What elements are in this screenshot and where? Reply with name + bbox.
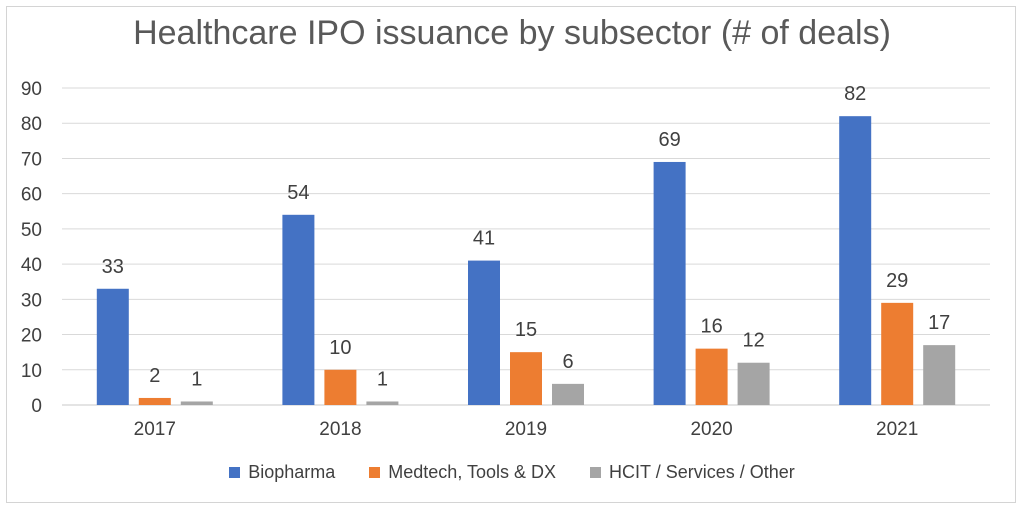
legend-swatch xyxy=(590,467,602,478)
x-tick-label: 2021 xyxy=(876,419,918,440)
data-label: 1 xyxy=(191,368,202,390)
data-label: 10 xyxy=(329,337,351,359)
data-label: 15 xyxy=(515,319,537,341)
data-label: 1 xyxy=(377,368,388,390)
y-tick-label: 90 xyxy=(21,79,42,100)
bar xyxy=(552,383,584,405)
bar xyxy=(282,214,315,405)
y-tick-label: 60 xyxy=(21,185,42,206)
data-label: 69 xyxy=(658,129,680,151)
x-tick-label: 2019 xyxy=(505,419,547,440)
x-tick-label: 2018 xyxy=(319,419,361,440)
legend-label: Biopharma xyxy=(248,462,336,482)
legend-swatch xyxy=(229,467,241,478)
chart-legend: Biopharma Medtech, Tools & DX HCIT / Servi… xyxy=(0,462,1024,483)
bar xyxy=(923,345,956,405)
data-label: 54 xyxy=(287,182,309,204)
y-tick-label: 80 xyxy=(21,114,42,135)
y-tick-label: 0 xyxy=(31,396,42,417)
x-tick-label: 2017 xyxy=(134,419,176,440)
data-label: 41 xyxy=(473,228,495,250)
x-tick-label: 2020 xyxy=(690,419,732,440)
data-label: 6 xyxy=(562,351,573,373)
legend-label: Medtech, Tools & DX xyxy=(388,462,557,482)
legend-item: Medtech, Tools & DX xyxy=(369,462,556,483)
y-tick-label: 10 xyxy=(21,361,42,382)
bar xyxy=(324,369,357,405)
legend-label: HCIT / Services / Other xyxy=(609,462,795,482)
chart-title: Healthcare IPO issuance by subsector (# … xyxy=(133,14,891,52)
y-tick-label: 20 xyxy=(21,326,42,347)
bar xyxy=(737,362,770,405)
data-label: 16 xyxy=(700,316,722,338)
bar xyxy=(653,161,686,405)
data-label: 17 xyxy=(928,312,950,334)
bar xyxy=(180,401,213,405)
bar xyxy=(138,397,171,405)
bar xyxy=(96,288,129,405)
bar xyxy=(695,348,728,405)
data-label: 2 xyxy=(149,365,160,387)
legend-item: Biopharma xyxy=(229,462,335,483)
data-label: 33 xyxy=(102,256,124,278)
chart-frame xyxy=(6,6,1016,503)
data-label: 12 xyxy=(742,330,764,352)
bar xyxy=(839,116,872,405)
y-tick-label: 70 xyxy=(21,149,42,170)
bar xyxy=(881,302,914,405)
bar xyxy=(468,260,500,405)
y-tick-label: 40 xyxy=(21,255,42,276)
y-tick-label: 30 xyxy=(21,290,42,311)
bar xyxy=(366,401,399,405)
y-tick-label: 50 xyxy=(21,220,42,241)
legend-swatch xyxy=(369,467,381,478)
data-label: 82 xyxy=(844,83,866,105)
data-label: 29 xyxy=(886,270,908,292)
bar xyxy=(510,352,542,405)
legend-item: HCIT / Services / Other xyxy=(590,462,795,483)
